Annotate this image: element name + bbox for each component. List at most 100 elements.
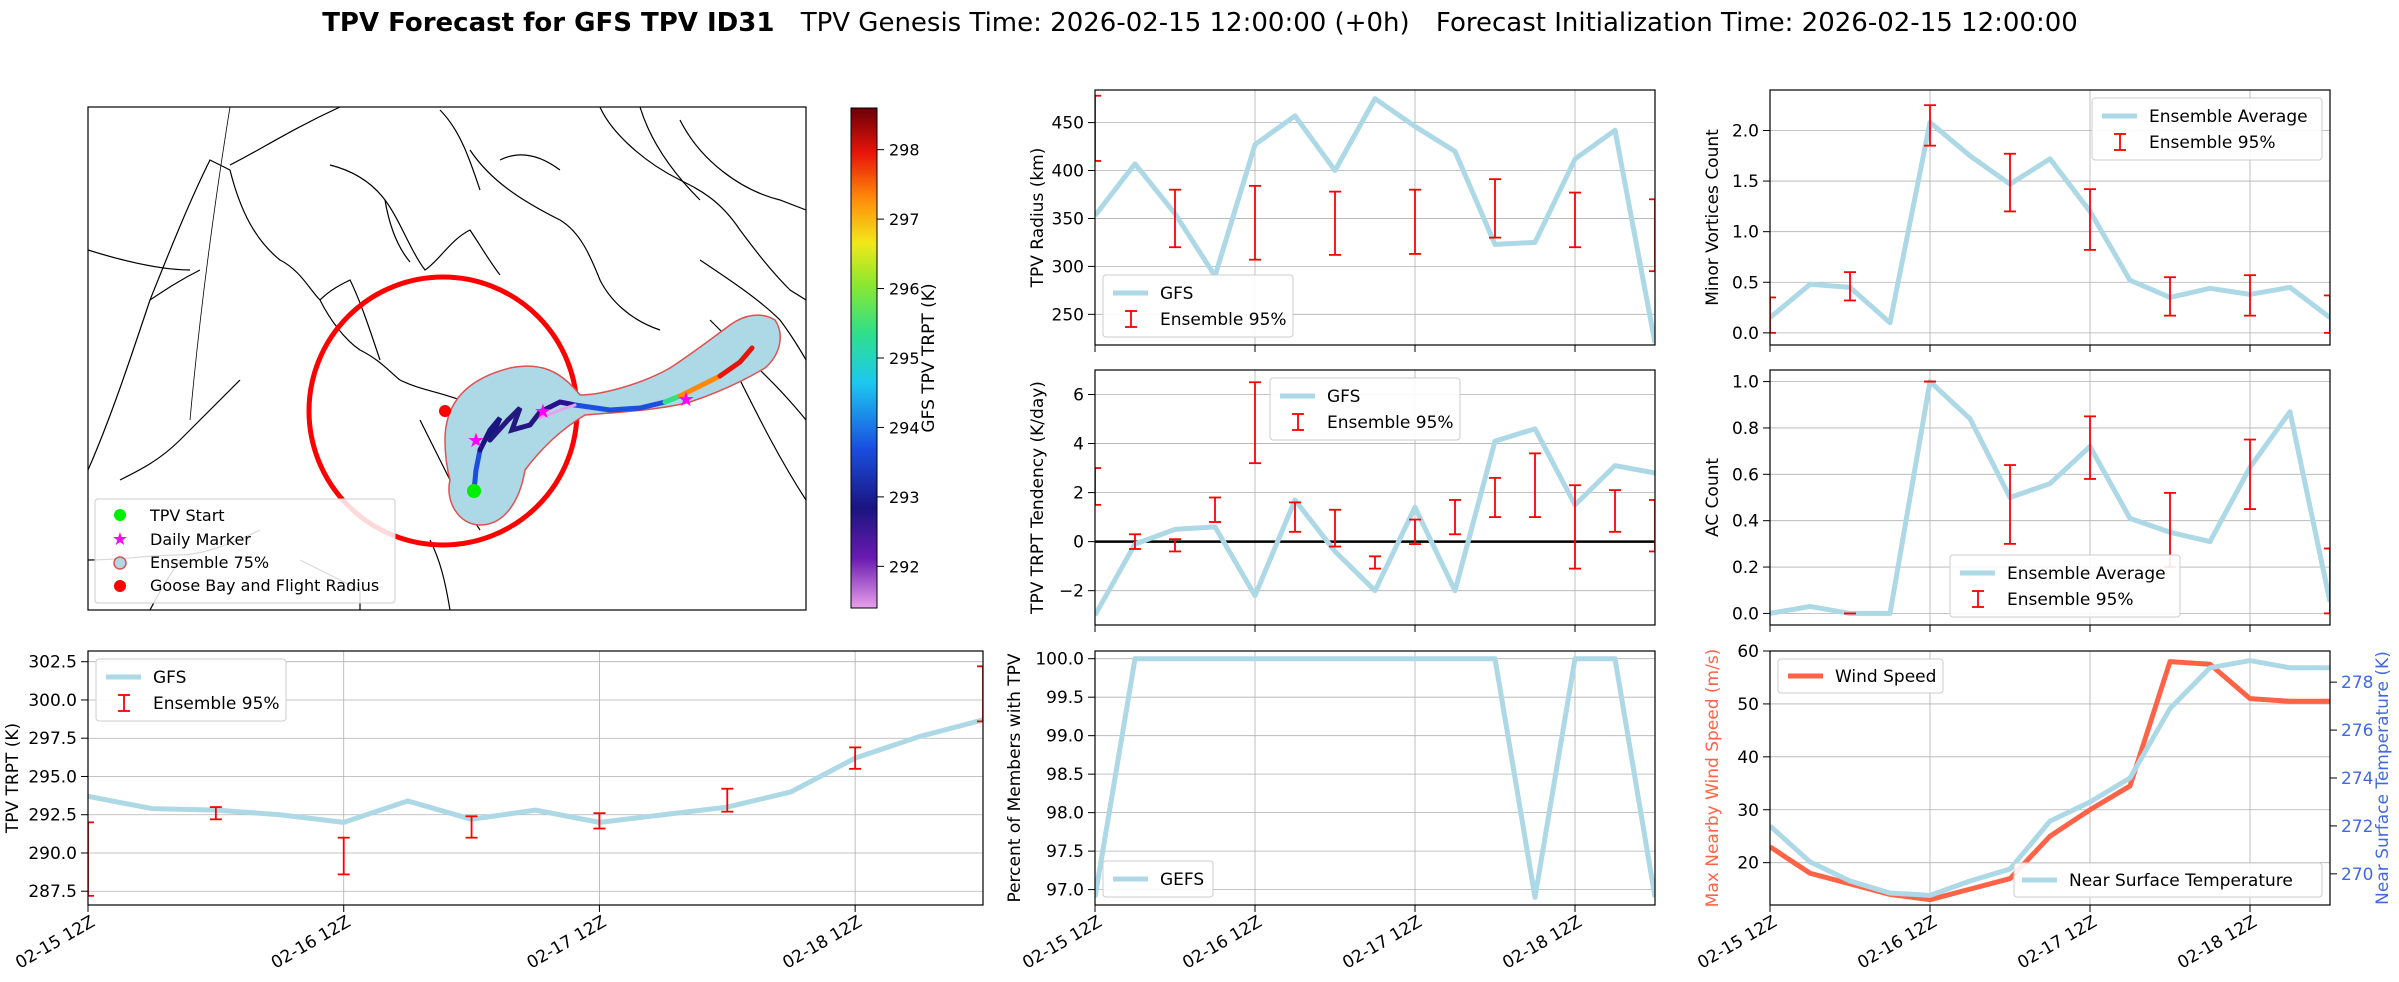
- y-tick-label: 30: [1737, 801, 1759, 821]
- y-tick-label: 40: [1737, 748, 1759, 768]
- error-bar: [88, 821, 94, 897]
- y-axis-label: Percent of Members with TPV: [1005, 653, 1025, 902]
- x-tick-label: 02-18 12Z: [779, 912, 865, 973]
- map-legend: TPV Start ★ Daily Marker Ensemble 75% Go…: [94, 498, 396, 604]
- chart-legend: GFS Ensemble 95%: [1102, 274, 1294, 338]
- chart-legend: GFS Ensemble 95%: [95, 658, 287, 722]
- y-tick-label: 97.5: [1046, 842, 1084, 862]
- daily-marker: ★: [467, 428, 485, 452]
- colorbar-tick-label: 296: [889, 280, 920, 299]
- legend-label: Ensemble 95%: [2007, 590, 2134, 610]
- y-tick-label: 4: [1073, 435, 1084, 455]
- legend-star-icon: ★: [112, 529, 128, 550]
- plot-area: [88, 665, 983, 897]
- error-bar: [1649, 198, 1655, 273]
- chart-wind: 02-15 12Z 02-16 12Z 02-17 12Z 02-18 12Z 20 30…: [1694, 642, 2393, 973]
- x-tick-label: 02-15 12Z: [12, 912, 98, 973]
- error-bar: [2004, 152, 2016, 213]
- y2-tick-label: 272: [2341, 817, 2373, 837]
- error-bar: [2244, 274, 2256, 317]
- error-bar: [1649, 499, 1655, 553]
- y-tick-label: 287.5: [28, 882, 77, 902]
- colorbar-tick-label: 293: [889, 488, 920, 507]
- y-tick-label: 97.0: [1046, 881, 1084, 901]
- series-line-gfs: [1095, 426, 1655, 617]
- legend-start-icon: [114, 509, 126, 521]
- error-bar: [2244, 438, 2256, 510]
- legend-frame: [2091, 97, 2323, 161]
- axes-frame: [87, 650, 984, 906]
- error-bar: [1924, 104, 1936, 147]
- legend-goose-icon: [114, 580, 126, 592]
- y2-tick-label: 274: [2341, 769, 2373, 789]
- y-axis-label: TPV TRPT (K): [3, 723, 23, 834]
- y-tick-label: 0.2: [1732, 558, 1759, 578]
- error-bar: [1129, 533, 1141, 550]
- x-tick-label: 02-15 12Z: [1019, 912, 1105, 973]
- y-tick-label: 100.0: [1035, 650, 1084, 670]
- y-tick-label: 250: [1052, 305, 1084, 325]
- ensemble-75-region: [444, 314, 781, 526]
- x-tick-label: 02-17 12Z: [1339, 912, 1425, 973]
- x-tick-label: 02-16 12Z: [1854, 912, 1940, 973]
- y-tick-label: 0.4: [1732, 512, 1759, 532]
- error-bar: [1095, 467, 1101, 506]
- legend-frame: [1269, 377, 1461, 441]
- daily-marker: ★: [534, 399, 552, 423]
- chart-percent: 02-15 12Z 02-16 12Z 02-17 12Z 02-18 12Z 97.0…: [1005, 650, 1656, 973]
- error-bar: [1609, 489, 1621, 533]
- axes-frame: [1769, 369, 2331, 626]
- y2-tick-label: 276: [2341, 721, 2373, 741]
- error-bar: [977, 665, 983, 723]
- error-bar: [1770, 296, 1776, 334]
- error-bar: [1844, 271, 1856, 302]
- y-tick-label: 6: [1073, 386, 1084, 406]
- y-tick-label: 99.5: [1046, 688, 1084, 708]
- legend-frame: [1949, 554, 2181, 618]
- axes-frame: [1094, 650, 1656, 906]
- chart-legend: Near Surface Temperature: [2013, 862, 2323, 898]
- goose-bay-marker: [439, 405, 451, 417]
- series-line-gefs: [1095, 656, 1655, 900]
- series-line-ensemble-average: [1770, 379, 2330, 616]
- y-tick-label: 295.0: [28, 767, 77, 787]
- chart-legend: GFS Ensemble 95%: [1269, 377, 1461, 441]
- error-bar: [1095, 94, 1101, 162]
- series-line-gfs: [88, 717, 983, 825]
- y-tick-label: 302.5: [28, 653, 77, 673]
- legend-label: Ensemble Average: [2007, 564, 2166, 584]
- y-tick-label: 2: [1073, 484, 1084, 504]
- legend-frame: [2013, 862, 2323, 898]
- x-tick-label: 02-16 12Z: [268, 912, 354, 973]
- plot-area: [1770, 658, 2330, 903]
- error-bar: [1329, 508, 1341, 548]
- y-tick-label: 2.0: [1732, 121, 1759, 141]
- x-tick-label: 02-15 12Z: [1694, 912, 1780, 973]
- y-tick-label: 99.0: [1046, 727, 1084, 747]
- y-tick-label: 450: [1052, 114, 1084, 134]
- y2-axis-label: Near Surface Temperature (K): [2373, 651, 2393, 905]
- error-bar: [1569, 191, 1581, 249]
- legend-label: Wind Speed: [1835, 667, 1936, 687]
- y2-tick-label: 278: [2341, 673, 2373, 693]
- legend-label: Near Surface Temperature: [2069, 871, 2293, 891]
- y2-tick-label: 270: [2341, 865, 2373, 885]
- error-bar: [1329, 190, 1341, 256]
- legend-frame: [95, 658, 287, 722]
- figure-title: TPV Forecast for GFS TPV ID31 TPV Genesi…: [322, 8, 2078, 38]
- chart-legend: Ensemble Average Ensemble 95%: [1949, 554, 2181, 618]
- error-bar: [849, 746, 862, 770]
- error-bar: [465, 815, 478, 839]
- tpv-start-marker: [467, 484, 481, 498]
- legend-label: Goose Bay and Flight Radius: [150, 576, 379, 595]
- axes-frame: [1094, 89, 1656, 346]
- legend-label: TPV Start: [149, 506, 225, 525]
- legend-label: GFS: [1160, 284, 1193, 304]
- y-tick-label: 60: [1737, 642, 1759, 662]
- series-line-gfs: [1095, 96, 1655, 344]
- daily-marker: ★: [677, 387, 695, 411]
- y-tick-label: 98.5: [1046, 765, 1084, 785]
- legend-label: Ensemble 95%: [2149, 133, 2276, 153]
